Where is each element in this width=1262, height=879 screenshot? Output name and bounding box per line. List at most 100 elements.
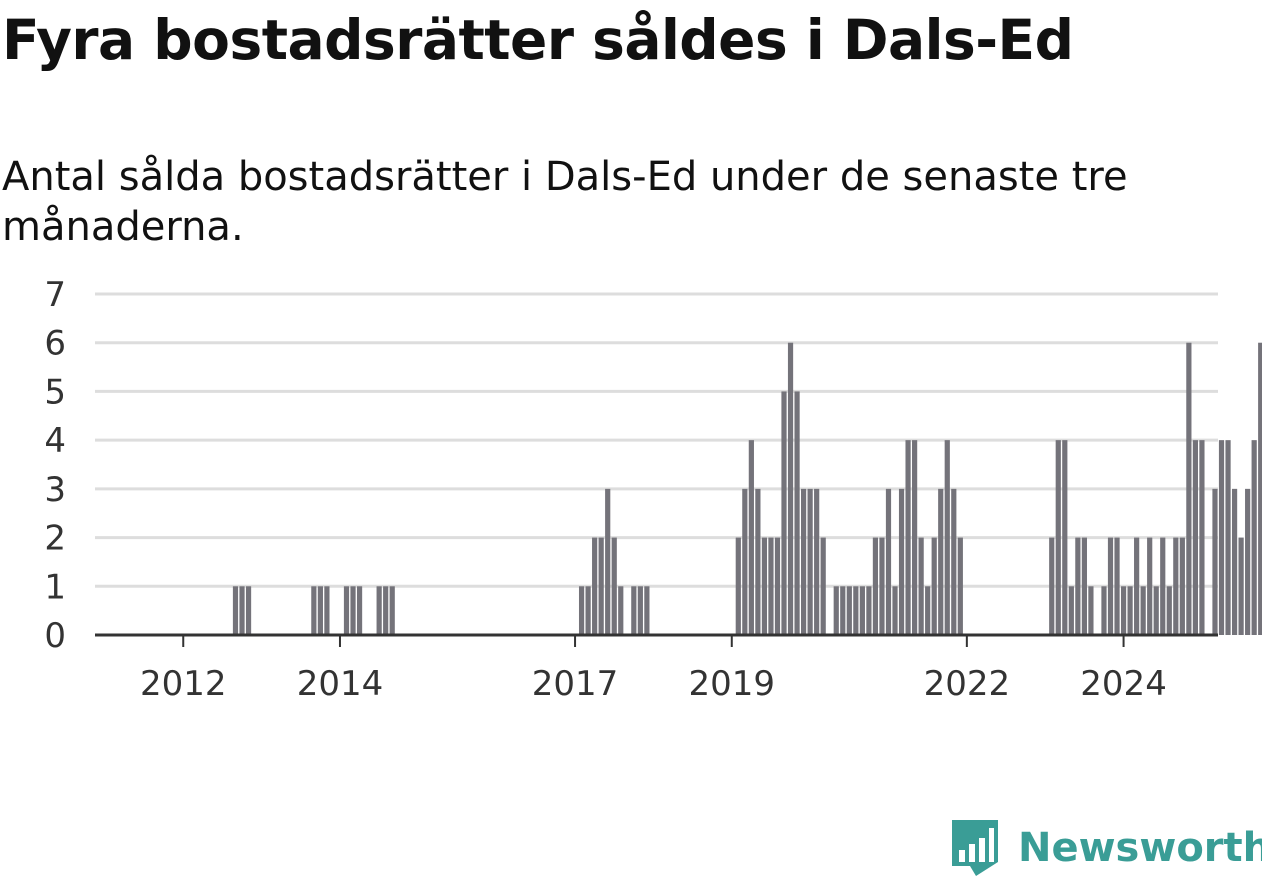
bar (1225, 440, 1231, 635)
bar (1251, 440, 1257, 635)
bar (389, 586, 395, 635)
bar (944, 440, 950, 635)
y-tick-label: 7 (44, 275, 66, 315)
x-tick-label: 2024 (1080, 664, 1167, 704)
bar (794, 391, 800, 635)
bar (376, 586, 382, 635)
bar (761, 537, 768, 635)
bar (872, 537, 879, 635)
bar (592, 537, 598, 635)
x-tick-label: 2012 (140, 664, 227, 704)
bar (892, 586, 898, 635)
bar (807, 488, 813, 635)
bar (356, 586, 363, 635)
bar (311, 586, 317, 635)
bar (1140, 586, 1146, 635)
bar (1199, 440, 1205, 635)
brand-logo: Newsworthy (950, 818, 1262, 878)
y-tick-label: 1 (44, 567, 66, 607)
bar (801, 488, 807, 635)
bar (350, 586, 356, 635)
bar (232, 586, 239, 635)
y-tick-label: 3 (44, 470, 66, 510)
bar (239, 586, 245, 635)
bar (618, 586, 624, 635)
bar (1081, 537, 1087, 635)
bar (605, 488, 611, 635)
bar (840, 586, 846, 635)
bar (598, 537, 604, 635)
bar (820, 537, 826, 635)
bar (317, 586, 323, 635)
bar (1173, 537, 1179, 635)
bar (1120, 586, 1127, 635)
bar (1107, 537, 1114, 635)
bar (1160, 537, 1166, 635)
bar (383, 586, 389, 635)
bar (918, 537, 924, 635)
bar (1114, 537, 1120, 635)
bar (343, 586, 350, 635)
bar (1238, 537, 1244, 635)
bar (1062, 440, 1068, 635)
bar (866, 586, 872, 635)
bar (1068, 586, 1074, 635)
bar (814, 488, 820, 635)
bar (748, 440, 754, 635)
bar (1192, 440, 1198, 635)
bar (957, 537, 963, 635)
y-tick-label: 0 (44, 616, 66, 656)
bar (787, 342, 794, 635)
bar (1055, 440, 1061, 635)
y-tick-label: 4 (44, 421, 66, 461)
x-tick-label: 2022 (924, 664, 1011, 704)
y-tick-label: 6 (44, 324, 66, 364)
bar (755, 488, 761, 635)
bar (879, 537, 885, 635)
bar (735, 537, 741, 635)
bar (898, 488, 905, 635)
bar (905, 440, 911, 635)
bar (611, 537, 617, 635)
bar (1049, 537, 1055, 635)
bar (637, 586, 643, 635)
x-tick-label: 2014 (297, 664, 384, 704)
bar (885, 488, 892, 635)
bar (1186, 342, 1192, 635)
bar (833, 586, 839, 635)
bar (846, 586, 852, 635)
bar (631, 586, 637, 635)
y-tick-label: 2 (44, 519, 66, 559)
bar (1088, 586, 1094, 635)
bar (1147, 537, 1153, 635)
bar (1075, 537, 1081, 635)
brand-name: Newsworthy (1018, 825, 1262, 871)
bar (1231, 488, 1238, 635)
y-tick-label: 5 (44, 372, 66, 412)
chart-title: Fyra bostadsrätter såldes i Dals-Ed (2, 8, 1074, 72)
bar (1179, 537, 1185, 635)
bar (585, 586, 591, 635)
x-tick-label: 2019 (689, 664, 776, 704)
bar (951, 488, 957, 635)
bar (1127, 586, 1133, 635)
bar (1218, 440, 1225, 635)
bar (931, 537, 937, 635)
bar (853, 586, 859, 635)
bar (324, 586, 330, 635)
bar (1101, 586, 1107, 635)
x-tick-label: 2017 (532, 664, 619, 704)
bar (859, 586, 865, 635)
bar (1166, 586, 1172, 635)
newsworthy-logo-icon (952, 820, 998, 876)
bar (245, 586, 252, 635)
bar (768, 537, 774, 635)
bar (912, 440, 918, 635)
bar (1134, 537, 1140, 635)
bar (774, 537, 781, 635)
bar (925, 586, 931, 635)
bar (781, 391, 787, 635)
bar (1153, 586, 1159, 635)
bar (1258, 342, 1262, 635)
